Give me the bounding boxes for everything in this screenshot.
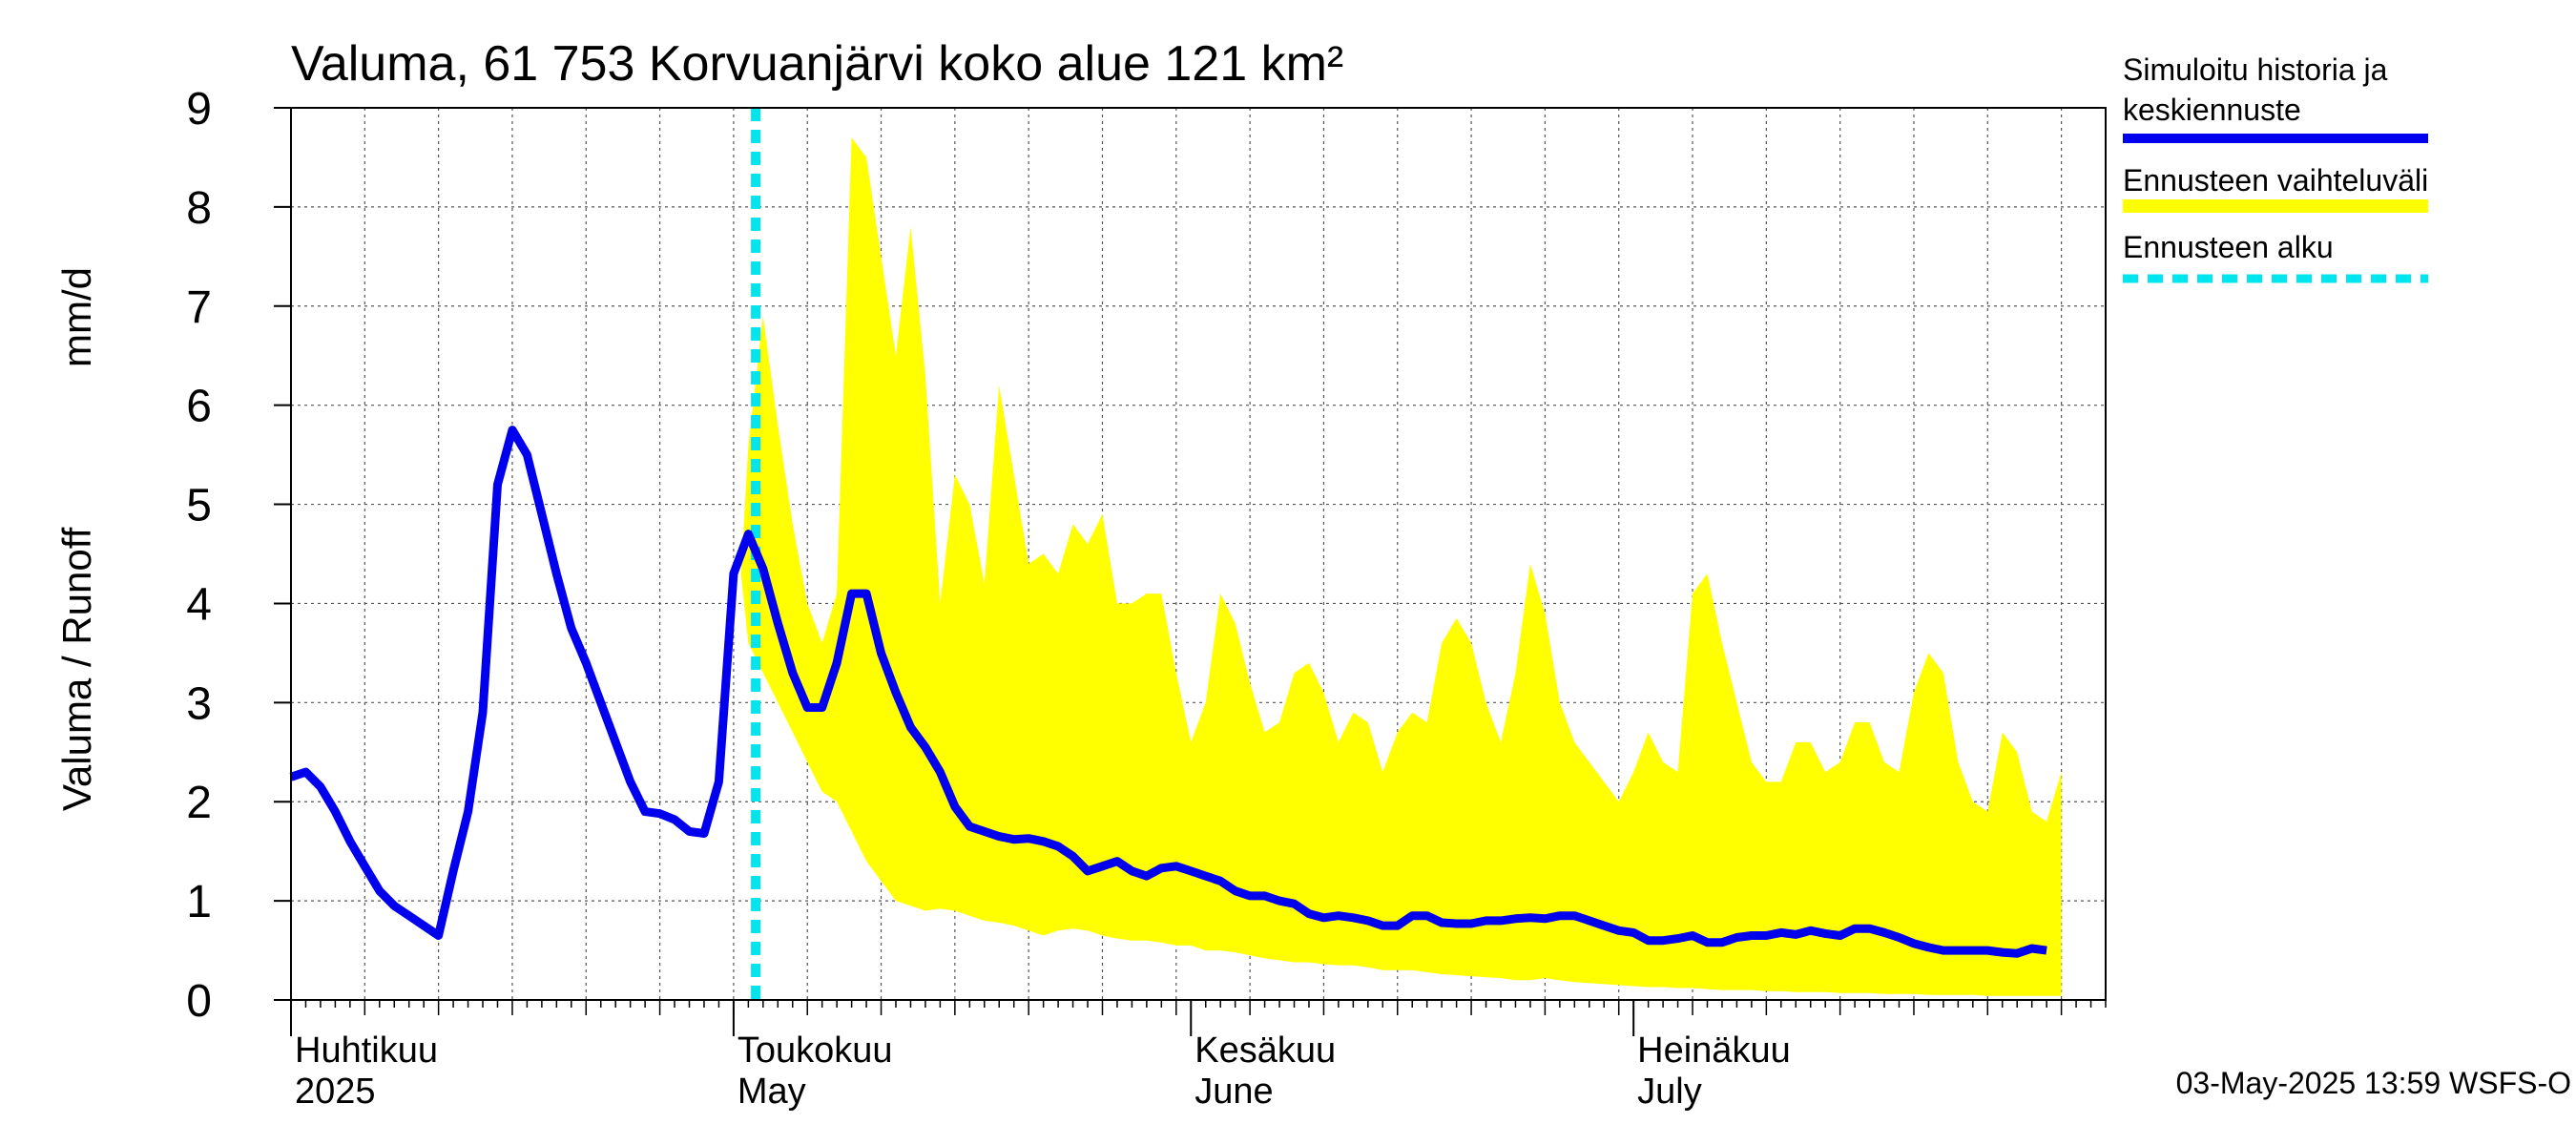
legend-start-label: Ennusteen alku — [2123, 230, 2334, 264]
y-tick-label: 2 — [186, 778, 212, 828]
legend: Simuloitu historia ja keskiennuste Ennus… — [2123, 52, 2428, 283]
y-tick-label: 0 — [186, 976, 212, 1027]
y-tick-label: 8 — [186, 183, 212, 234]
y-tick-label: 7 — [186, 282, 212, 333]
y-tick-label: 4 — [186, 579, 212, 630]
y-tick-label: 6 — [186, 382, 212, 432]
month-sublabel: May — [737, 1072, 806, 1112]
y-tick-label: 5 — [186, 481, 212, 531]
legend-history-label-line2: keskiennuste — [2123, 93, 2301, 127]
month-label: Huhtikuu — [295, 1030, 438, 1071]
y-tick-label: 3 — [186, 678, 212, 729]
forecast-range-band — [740, 137, 2062, 996]
y-tick-label: 1 — [186, 877, 212, 927]
month-sublabel: July — [1637, 1072, 1702, 1112]
y-axis-label-unit: mm/d — [54, 267, 99, 367]
timestamp: 03-May-2025 13:59 WSFS-O — [2176, 1066, 2571, 1100]
legend-range-label: Ennusteen vaihteluväli — [2123, 163, 2428, 198]
month-sublabel: June — [1195, 1072, 1273, 1112]
y-axis-label: Valuma / Runoff mm/d — [54, 267, 99, 811]
history-series-line — [289, 426, 2047, 958]
chart-title: Valuma, 61 753 Korvuanjärvi koko alue 12… — [291, 36, 1343, 92]
y-tick-label: 9 — [186, 84, 212, 135]
month-label: Kesäkuu — [1195, 1030, 1336, 1071]
month-label: Toukokuu — [737, 1030, 893, 1071]
y-axis-ticks: 0 1 2 3 4 5 6 7 8 9 — [186, 84, 291, 1027]
plot-frame — [290, 107, 2107, 1001]
legend-history-label-line1: Simuloitu historia ja — [2123, 52, 2388, 87]
month-label: Heinäkuu — [1637, 1030, 1791, 1071]
y-axis-label-text: Valuma / Runoff — [54, 527, 99, 811]
month-sublabel: 2025 — [295, 1072, 376, 1112]
